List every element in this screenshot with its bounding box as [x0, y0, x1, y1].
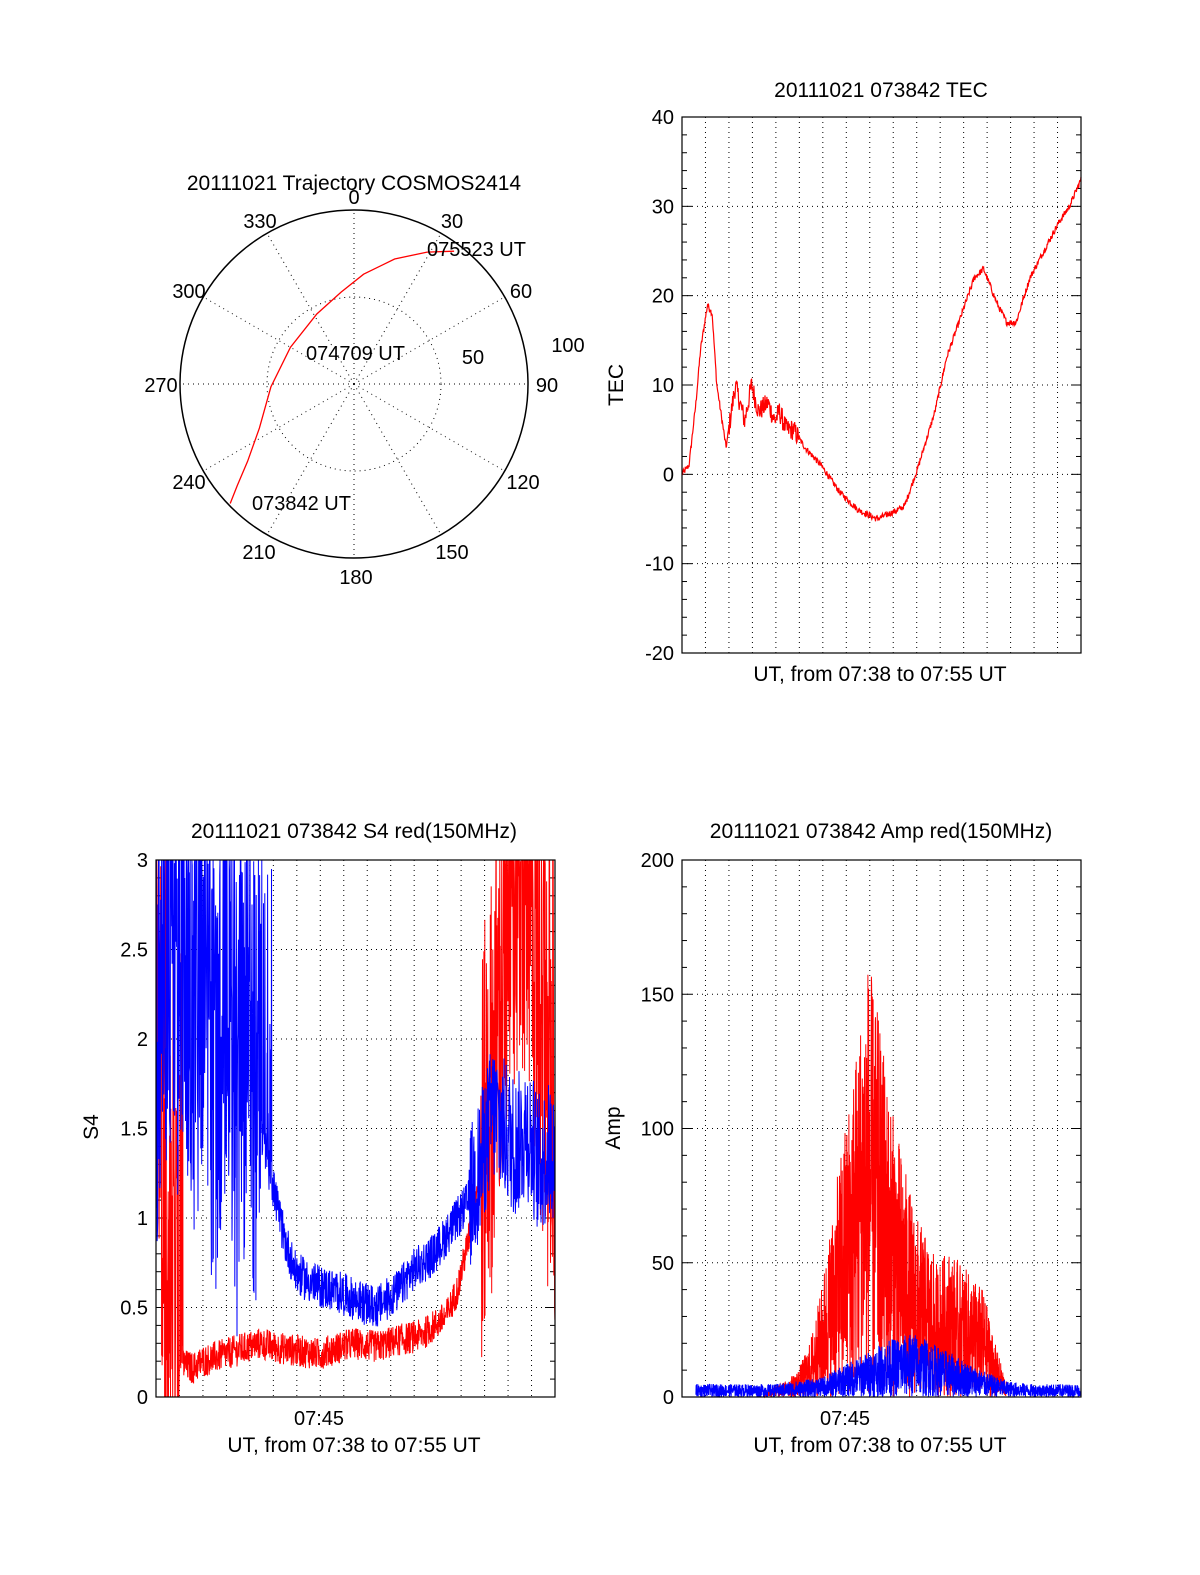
s4-y-tick-labels: 0 0.5 1 1.5 2 2.5 3 [120, 850, 148, 1409]
azimuth-label: 0 [348, 187, 359, 209]
polar-spoke [203, 383, 355, 472]
azimuth-label: 120 [506, 472, 539, 494]
polar-radius-labels: 50 100 [462, 335, 585, 369]
annotation-mid-time: 074709 UT [306, 343, 405, 365]
tec-series-line [681, 176, 1082, 522]
y-tick-label: 50 [652, 1253, 674, 1275]
s4-panel: 20111021 073842 S4 red(150MHz) 0 0.5 1 1.5 2… [80, 820, 556, 1457]
y-tick-label: 40 [652, 107, 674, 129]
y-tick-label: 200 [641, 850, 674, 872]
polar-inner-circle [266, 296, 442, 472]
tec-x-label: UT, from 07:38 to 07:55 UT [753, 663, 1006, 686]
polar-spoke [353, 383, 505, 472]
amp-frame [681, 859, 1082, 1398]
azimuth-label: 60 [510, 281, 532, 303]
azimuth-label: 180 [339, 567, 372, 589]
amp-y-tick-labels: 0 50 100 150 200 [641, 850, 674, 1409]
azimuth-label: 150 [435, 542, 468, 564]
polar-spoke [353, 233, 442, 385]
tec-panel: 20111021 073842 TEC -20 -10 0 10 20 30 40 UT, … [605, 79, 1082, 686]
amp-y-label: Amp [602, 1106, 625, 1149]
tec-title: 20111021 073842 TEC [774, 79, 988, 102]
amp-x-tick-label: 07:45 [820, 1408, 870, 1430]
y-tick-label: 1 [137, 1208, 148, 1230]
y-tick-label: 0 [137, 1387, 148, 1409]
azimuth-label: 330 [243, 211, 276, 233]
polar-spoke [266, 383, 355, 535]
annotation-end-time: 075523 UT [427, 239, 526, 261]
polar-spoke [353, 296, 505, 385]
radius-label-100: 100 [551, 335, 584, 357]
y-tick-label: 2 [137, 1029, 148, 1051]
polar-outer-circle [179, 209, 529, 559]
amp-title: 20111021 073842 Amp red(150MHz) [710, 820, 1052, 843]
tec-grid [682, 116, 1081, 654]
polar-panel: 20111021 Trajectory COSMOS2414 0 30 60 90 12… [144, 172, 584, 589]
y-tick-label: 150 [641, 984, 674, 1006]
amp-panel: 20111021 073842 Amp red(150MHz) 0 50 100 15… [602, 820, 1082, 1457]
s4-y-label: S4 [80, 1114, 103, 1140]
polar-spoke [353, 383, 442, 535]
y-tick-label: 20 [652, 286, 674, 308]
azimuth-label: 210 [242, 542, 275, 564]
polar-spoke [203, 296, 355, 385]
y-tick-label: 3 [137, 850, 148, 872]
s4-frame [155, 859, 556, 1398]
polar-grid [179, 209, 529, 559]
s4-x-label: UT, from 07:38 to 07:55 UT [227, 1434, 480, 1457]
azimuth-label: 240 [172, 472, 205, 494]
annotation-start-time: 073842 UT [252, 493, 351, 515]
tec-y-label: TEC [605, 364, 628, 406]
y-tick-label: 100 [641, 1119, 674, 1141]
polar-title: 20111021 Trajectory COSMOS2414 [187, 172, 522, 195]
y-tick-label: 0.5 [120, 1298, 148, 1320]
s4-x-tick-label: 07:45 [294, 1408, 344, 1430]
polar-azimuth-labels: 0 30 60 90 120 150 180 210 240 270 300 330 [144, 187, 558, 589]
polar-trajectory-line [229, 250, 455, 504]
y-tick-label: 30 [652, 196, 674, 218]
s4-blue-series-line [155, 859, 556, 1337]
y-tick-label: 0 [663, 464, 674, 486]
azimuth-label: 270 [144, 375, 177, 397]
y-tick-label: 1.5 [120, 1119, 148, 1141]
amp-blue-series-line [695, 1335, 1082, 1399]
y-tick-label: 0 [663, 1387, 674, 1409]
azimuth-label: 30 [441, 211, 463, 233]
amp-x-label: UT, from 07:38 to 07:55 UT [753, 1434, 1006, 1457]
amp-grid [682, 859, 1081, 1398]
s4-title: 20111021 073842 S4 red(150MHz) [191, 820, 517, 843]
y-tick-label: 2.5 [120, 940, 148, 962]
y-tick-label: -10 [645, 554, 674, 576]
radius-label-50: 50 [462, 347, 484, 369]
polar-spoke [266, 233, 355, 385]
y-tick-label: -20 [645, 643, 674, 665]
tec-y-tick-labels: -20 -10 0 10 20 30 40 [645, 107, 674, 665]
tec-frame [681, 116, 1082, 654]
s4-red-series-line [155, 859, 556, 1398]
azimuth-label: 300 [172, 281, 205, 303]
azimuth-label: 90 [536, 375, 558, 397]
y-tick-label: 10 [652, 375, 674, 397]
amp-red-series-line [762, 974, 1008, 1399]
